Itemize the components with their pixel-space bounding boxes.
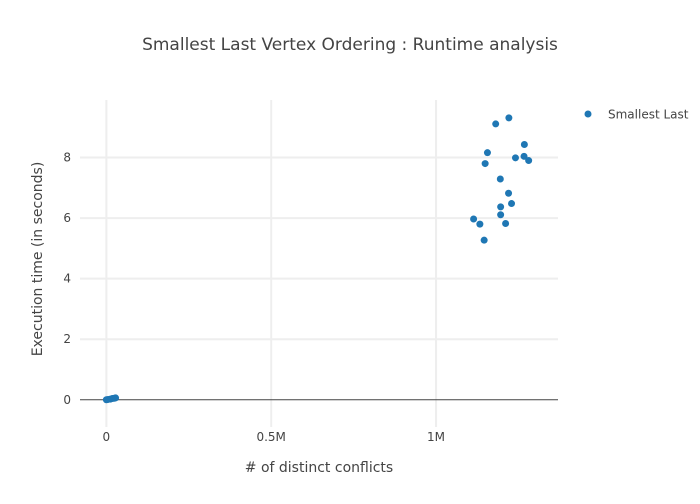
data-point[interactable] xyxy=(525,157,533,165)
y-tick-label: 4 xyxy=(63,272,71,286)
y-tick-label: 2 xyxy=(63,332,71,346)
chart-title: Smallest Last Vertex Ordering : Runtime … xyxy=(142,35,558,55)
data-point[interactable] xyxy=(497,203,505,211)
data-point[interactable] xyxy=(483,149,491,157)
x-tick-label: 0.5M xyxy=(256,430,285,444)
data-point[interactable] xyxy=(496,175,504,183)
data-point[interactable] xyxy=(492,120,500,128)
data-point[interactable] xyxy=(505,114,513,122)
legend-marker xyxy=(584,110,592,118)
legend-label: Smallest Last xyxy=(608,108,689,122)
data-point[interactable] xyxy=(502,220,510,228)
y-tick-label: 8 xyxy=(63,151,71,165)
y-tick-label: 6 xyxy=(63,211,71,225)
y-tick-label: 0 xyxy=(63,393,71,407)
data-point[interactable] xyxy=(480,236,488,244)
x-tick-label: 0 xyxy=(103,430,111,444)
data-point[interactable] xyxy=(497,211,505,219)
grid xyxy=(80,100,558,427)
data-point[interactable] xyxy=(520,141,528,149)
data-point[interactable] xyxy=(511,154,519,162)
x-tick-label: 1M xyxy=(427,430,445,444)
tick-labels: 0 0.5M 1M 0 2 4 6 8 xyxy=(63,151,445,444)
legend[interactable]: Smallest Last xyxy=(584,108,689,122)
y-axis-label: Execution time (in seconds) xyxy=(30,162,46,357)
data-point[interactable] xyxy=(505,189,513,197)
data-point[interactable] xyxy=(476,220,484,228)
data-point[interactable] xyxy=(508,200,516,208)
data-points xyxy=(102,114,533,404)
x-axis-label: # of distinct conflicts xyxy=(245,460,393,476)
data-point[interactable] xyxy=(470,215,478,223)
data-point[interactable] xyxy=(112,394,120,402)
data-point[interactable] xyxy=(481,160,489,168)
data-point[interactable] xyxy=(520,152,528,160)
